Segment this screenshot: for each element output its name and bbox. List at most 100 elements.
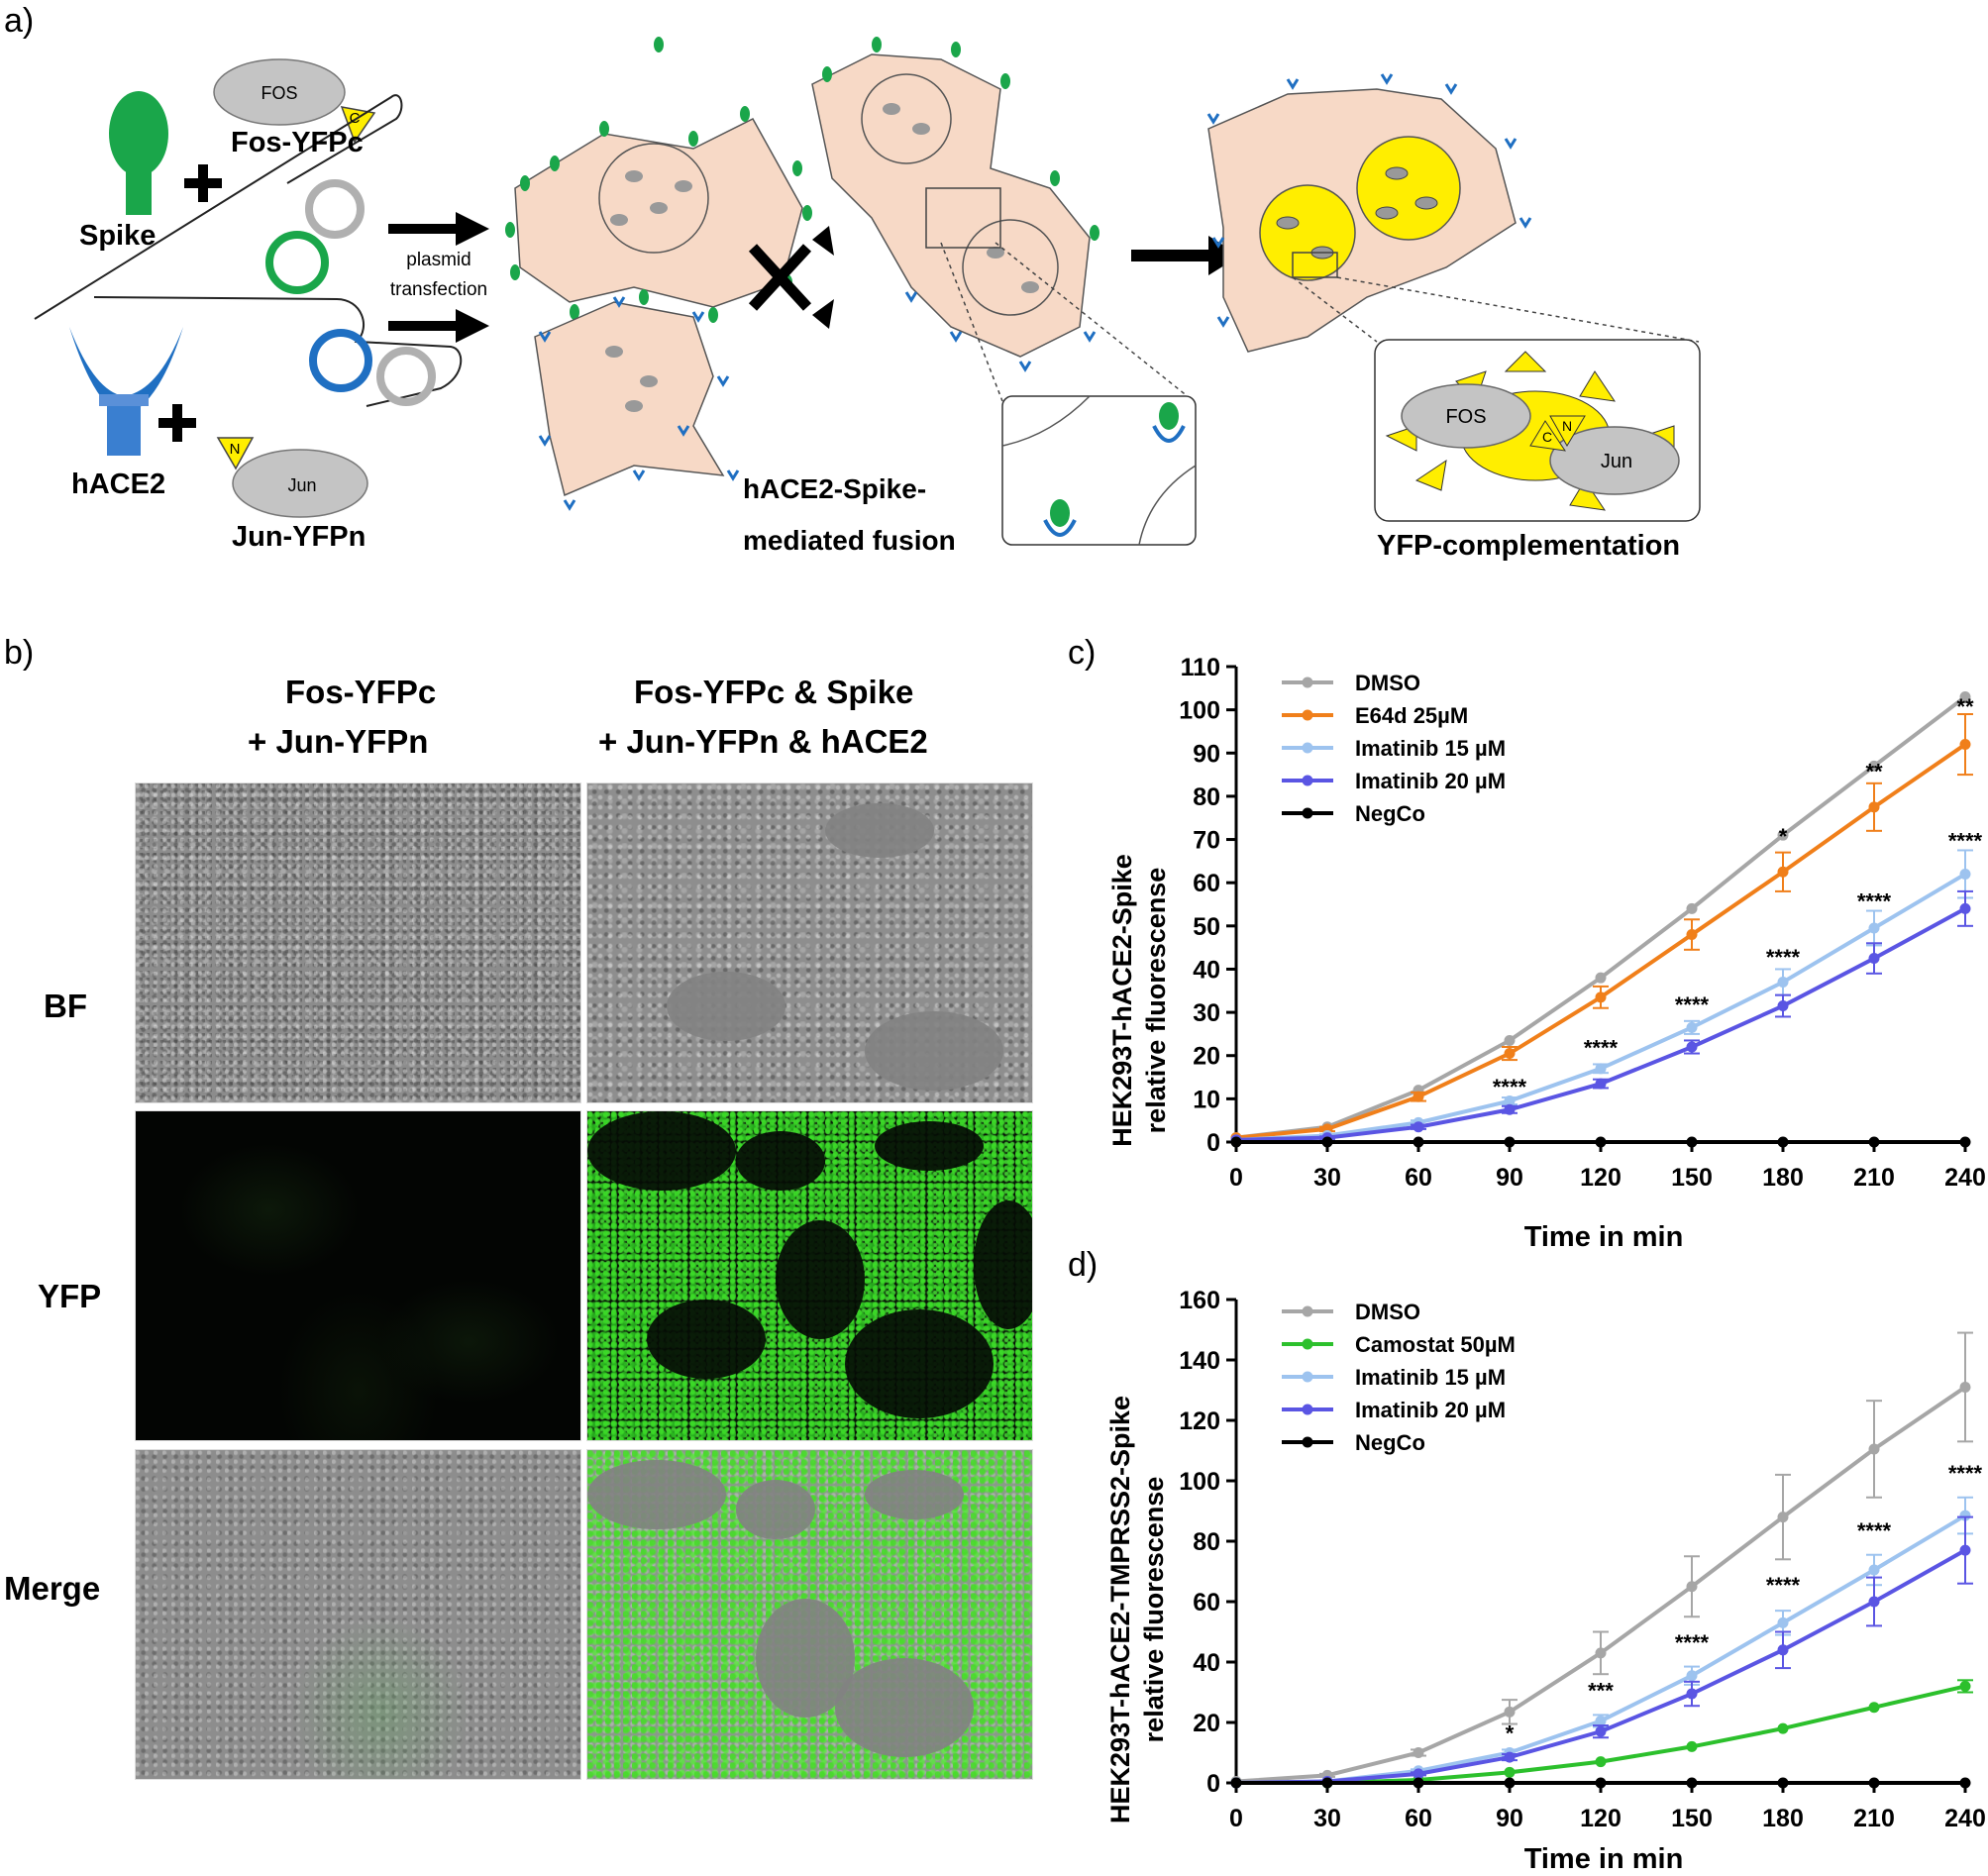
schematic-diagram: plasmid transfection hACE2-S — [34, 37, 1701, 562]
chart-d-data-point — [1595, 1647, 1607, 1659]
chart-c-legend-label: Imatinib 20 µM — [1355, 769, 1506, 793]
chart-d-data-point — [1868, 1443, 1880, 1455]
row-label-merge: Merge — [4, 1570, 101, 1607]
hace2-label: hACE2 — [71, 469, 165, 500]
chart-d-data-point — [1686, 1688, 1698, 1700]
chart-c: HEK293T-hACE2-Spike relative fluorescens… — [1107, 654, 1986, 1253]
chart-d-data-point — [1868, 1596, 1880, 1608]
jun-box — [216, 437, 368, 518]
chart-c-data-point — [1959, 902, 1971, 914]
chart-c-significance-label: **** — [1857, 888, 1892, 913]
chart-d-y-tick-label: 0 — [1206, 1770, 1220, 1798]
chart-d-data-point — [1686, 1777, 1698, 1789]
col1-header-line2: + Jun-YFPn — [248, 723, 429, 760]
chart-d-legend-marker — [1302, 1371, 1313, 1383]
chart-c-ylabel-line2: relative fluorescense — [1141, 868, 1171, 1134]
chart-d-data-point — [1413, 1768, 1424, 1780]
col1-header-line1: Fos-YFPc — [285, 674, 437, 710]
chart-d-data-point — [1504, 1706, 1516, 1718]
chart-c-significance-label: **** — [1948, 828, 1983, 853]
chart-c-legend-marker — [1302, 742, 1313, 754]
chart-d-data-point — [1777, 1777, 1789, 1789]
chart-d-legend-label: Imatinib 20 µM — [1355, 1398, 1506, 1422]
chart-c-y-tick-label: 40 — [1193, 956, 1220, 984]
micrograph-bf-control — [135, 782, 581, 1103]
chart-c-data-point — [1686, 1136, 1698, 1148]
chart-c-significance-label: **** — [1766, 945, 1801, 970]
chart-c-data-point — [1595, 1063, 1607, 1075]
chart-c-legend-label: E64d 25µM — [1355, 703, 1468, 728]
chart-c-x-tick-label: 0 — [1229, 1164, 1243, 1192]
chart-c-y-tick-label: 110 — [1181, 654, 1220, 681]
plasmid-transfection-line1: plasmid — [406, 250, 471, 270]
chart-d-x-tick-label: 0 — [1229, 1805, 1243, 1832]
chart-d-data-point — [1321, 1777, 1333, 1789]
chart-c-data-point — [1777, 1000, 1789, 1012]
chart-c-data-point — [1504, 1034, 1516, 1046]
spike-label: Spike — [79, 220, 156, 252]
chart-c-data-point — [1595, 991, 1607, 1003]
chart-c-data-point — [1868, 922, 1880, 934]
chart-d-data-point — [1595, 1756, 1607, 1768]
chart-d-significance-label: * — [1506, 1720, 1515, 1745]
chart-d-data-point — [1868, 1564, 1880, 1576]
chart-d-y-tick-label: 80 — [1193, 1528, 1220, 1556]
gray-plasmid-upper — [305, 179, 365, 239]
chart-d-data-point — [1868, 1777, 1880, 1789]
fusion-cluster-receptors — [904, 291, 1097, 372]
chart-d-ylabel-line1: HEK293T-hACE2-TMPRSS2-Spike — [1105, 1396, 1135, 1824]
chart-c-data-point — [1777, 977, 1789, 989]
chart-d-data-point — [1777, 1616, 1789, 1628]
chart-c-y-tick-label: 20 — [1193, 1043, 1220, 1071]
chart-c-data-point — [1504, 1048, 1516, 1060]
inset-jun-label: Jun — [1601, 451, 1632, 472]
chart-d-legend-label: Camostat 50µM — [1355, 1332, 1516, 1357]
chart-d-legend-label: DMSO — [1355, 1300, 1420, 1324]
plus-sign-upper — [184, 164, 222, 202]
chart-c-data-point — [1595, 1078, 1607, 1090]
chart-d-data-point — [1595, 1777, 1607, 1789]
fusion-label-line1: hACE2-Spike- — [743, 473, 926, 504]
green-plasmid — [265, 231, 329, 294]
fusion-cell-cluster — [811, 53, 1091, 358]
micrograph-merge-fusion — [586, 1449, 1033, 1780]
chart-c-data-point — [1413, 1091, 1424, 1102]
chart-d-data-point — [1959, 1381, 1971, 1393]
fusion-cluster-spikes — [822, 37, 1099, 241]
fusion-label-line2: mediated fusion — [743, 525, 956, 556]
fos-box — [213, 58, 376, 144]
chart-c-data-point — [1504, 1136, 1516, 1148]
panel-label-c: c) — [1068, 634, 1097, 672]
chart-c-x-tick-label: 120 — [1580, 1164, 1622, 1192]
chart-c-x-tick-label: 30 — [1313, 1164, 1341, 1192]
row-label-yfp: YFP — [38, 1278, 102, 1314]
chart-d-x-tick-label: 210 — [1853, 1805, 1895, 1832]
chart-d-y-tick-label: 160 — [1179, 1287, 1220, 1314]
complemented-cell-receptors — [1206, 73, 1532, 328]
upper-bracket-line — [34, 94, 403, 320]
chart-d-legend-marker — [1302, 1404, 1313, 1415]
chart-d-x-tick-label: 180 — [1762, 1805, 1804, 1832]
chart-d-data-point — [1959, 1777, 1971, 1789]
col2-header-line2: + Jun-YFPn & hACE2 — [598, 723, 928, 760]
gray-plasmid-lower — [376, 347, 436, 406]
transfection-arrow-upper — [388, 212, 489, 246]
chart-c-legend-label: DMSO — [1355, 671, 1420, 695]
panel-label-d: d) — [1068, 1246, 1099, 1284]
chart-d-legend-marker — [1302, 1305, 1313, 1317]
chart-c-significance-label: ** — [1956, 694, 1974, 719]
chart-c-x-tick-label: 210 — [1853, 1164, 1895, 1192]
chart-d-significance-label: **** — [1948, 1461, 1983, 1486]
micrograph-merge-control — [135, 1449, 581, 1780]
chart-d-legend-label: Imatinib 15 µM — [1355, 1365, 1506, 1390]
chart-c-data-point — [1868, 953, 1880, 965]
chart-d-significance-label: *** — [1588, 1679, 1614, 1704]
chart-d: HEK293T-hACE2-TMPRSS2-Spike relative flu… — [1105, 1287, 1986, 1875]
chart-d-x-tick-label: 150 — [1671, 1805, 1713, 1832]
chart-c-legend-marker — [1302, 709, 1313, 721]
chart-d-data-point — [1504, 1766, 1516, 1778]
chart-c-data-point — [1686, 1021, 1698, 1033]
chart-c-data-point — [1868, 801, 1880, 813]
chart-d-x-tick-label: 60 — [1405, 1805, 1432, 1832]
chart-c-legend-label: NegCo — [1355, 801, 1425, 826]
